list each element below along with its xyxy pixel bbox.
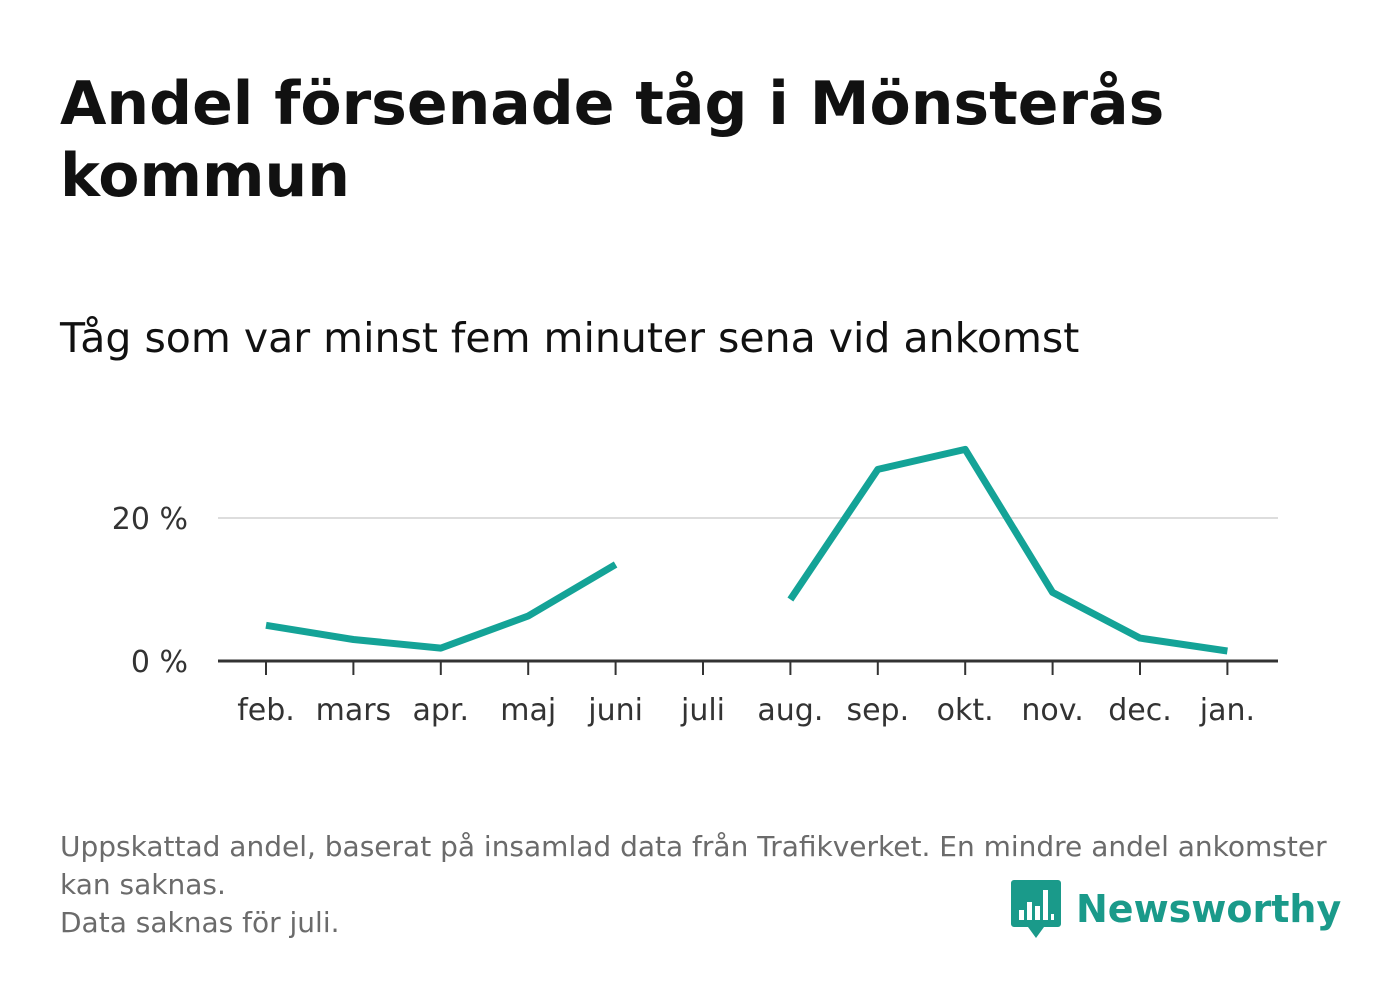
x-axis-ticks: feb. mars apr. maj juni juli aug. sep. okt. nov. d… [237,661,1255,728]
x-tick-label: sep. [846,693,909,728]
x-tick-label: jan. [1199,693,1255,728]
newsworthy-bar-chart-icon [1011,880,1061,938]
y-tick-label: 20 % [112,502,188,537]
series-line-segment [787,445,1228,655]
chart-title: Andel försenade tåg i Mönsterås kommun [60,69,1165,211]
x-tick-label: dec. [1108,693,1172,728]
x-tick-label: feb. [237,693,295,728]
x-tick-label: juli [680,693,725,728]
x-tick-label: apr. [413,693,470,728]
x-tick-label: mars [316,693,392,728]
series-lines [265,445,1228,655]
footnote-missing-data: Data saknas för juli. [60,906,340,939]
footnote: Uppskattad andel, baserat på insamlad da… [60,828,1330,942]
y-axis-ticks: 0 % 20 % [112,502,188,680]
brand-name: Newsworthy [1076,887,1342,931]
brand-logo: Newsworthy [1010,876,1341,942]
chart-subtitle: Tåg som var minst fem minuter sena vid a… [60,314,1080,362]
y-tick-label: 0 % [131,645,188,680]
series-line-segment [265,561,618,652]
footnote-source: Uppskattad andel, baserat på insamlad da… [60,830,1336,901]
x-tick-label: okt. [937,693,994,728]
x-tick-label: juni [587,693,643,728]
x-tick-label: aug. [757,693,823,728]
x-tick-label: nov. [1021,693,1083,728]
x-tick-label: maj [500,693,556,728]
